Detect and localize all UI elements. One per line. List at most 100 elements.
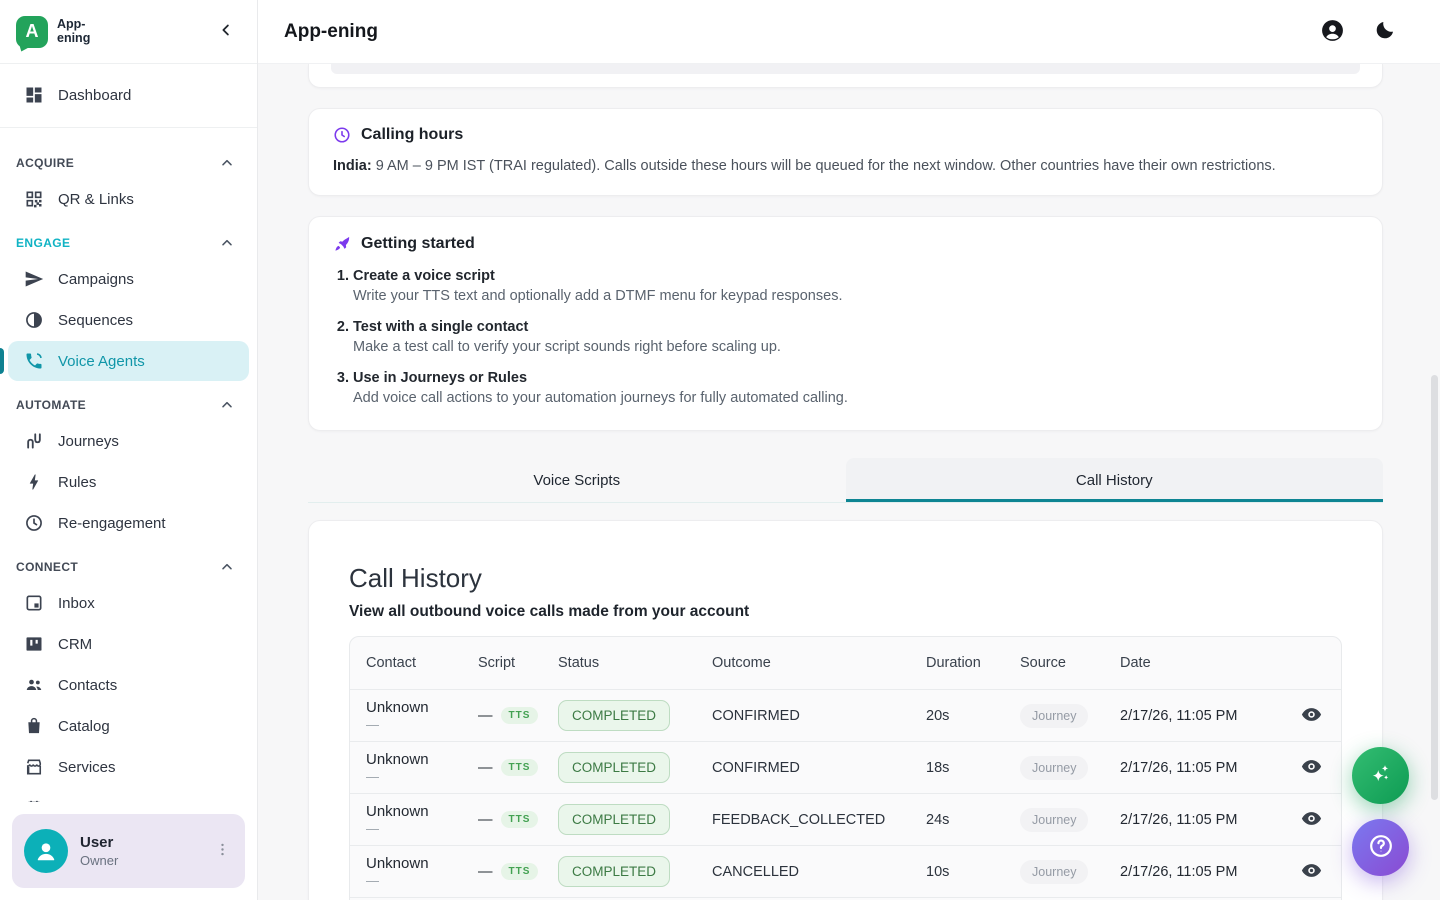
clock-icon bbox=[333, 126, 351, 144]
moon-icon bbox=[1373, 19, 1396, 45]
sidebar-group-engage[interactable]: ENGAGE bbox=[0, 220, 257, 258]
column-header-source: Source bbox=[1020, 655, 1120, 671]
view-call-button[interactable] bbox=[1298, 805, 1325, 835]
call-history-title: Call History bbox=[349, 563, 1342, 594]
sidebar-item-journeys[interactable]: Journeys bbox=[8, 421, 249, 461]
contact-sub: — bbox=[366, 717, 478, 732]
date-cell: 2/17/26, 11:05 PM bbox=[1120, 760, 1280, 776]
sidebar-item-voice-agents[interactable]: Voice Agents bbox=[8, 341, 249, 381]
call-history-subtitle: View all outbound voice calls made from … bbox=[349, 603, 1342, 621]
sidebar-item-crm[interactable]: CRM bbox=[8, 624, 249, 664]
sidebar-item-inbox[interactable]: Inbox bbox=[8, 583, 249, 623]
tab-call-history[interactable]: Call History bbox=[846, 458, 1384, 502]
step-description: Write your TTS text and optionally add a… bbox=[353, 288, 1358, 304]
user-name: User bbox=[80, 834, 118, 851]
tts-badge: TTS bbox=[501, 863, 539, 880]
date-cell: 2/17/26, 11:05 PM bbox=[1120, 708, 1280, 724]
outcome-cell: FEEDBACK_COLLECTED bbox=[712, 812, 926, 828]
sidebar-nav: Dashboard ACQUIRE QR & Links ENGAGE Camp… bbox=[0, 64, 257, 802]
view-call-button[interactable] bbox=[1298, 701, 1325, 731]
status-badge: COMPLETED bbox=[558, 856, 670, 887]
column-header-date: Date bbox=[1120, 655, 1280, 671]
ai-assistant-button[interactable] bbox=[1352, 747, 1409, 804]
tts-badge: TTS bbox=[501, 811, 539, 828]
chevron-left-icon bbox=[217, 21, 235, 42]
outcome-cell: CONFIRMED bbox=[712, 708, 926, 724]
calling-hours-card: Calling hours India: 9 AM – 9 PM IST (TR… bbox=[308, 108, 1383, 196]
sidebar-collapse-button[interactable] bbox=[213, 17, 239, 46]
contact-name: Unknown bbox=[366, 803, 478, 820]
view-call-button[interactable] bbox=[1298, 753, 1325, 783]
sidebar-item-label: Inbox bbox=[58, 595, 95, 612]
script-cell: — TTS bbox=[478, 811, 558, 828]
dark-mode-toggle[interactable] bbox=[1373, 19, 1396, 45]
sidebar-item-contacts[interactable]: Contacts bbox=[8, 665, 249, 705]
help-button[interactable] bbox=[1352, 819, 1409, 876]
getting-started-title: Getting started bbox=[361, 235, 475, 253]
calling-hours-country: India: bbox=[333, 158, 372, 174]
sidebar-group-automate[interactable]: AUTOMATE bbox=[0, 382, 257, 420]
contact-cell: Unknown — bbox=[366, 803, 478, 836]
table-row: Unknown — — TTS COMPLETED CANCELLED 10s … bbox=[350, 845, 1341, 897]
user-info: User Owner bbox=[80, 834, 118, 868]
sidebar-item-appointments[interactable]: Appointments bbox=[8, 788, 249, 802]
column-header-script: Script bbox=[478, 655, 558, 671]
app-logo-text: App- ening bbox=[57, 18, 90, 45]
status-cell: COMPLETED bbox=[558, 856, 712, 887]
calendar-icon bbox=[24, 798, 44, 802]
contact-sub: — bbox=[366, 873, 478, 888]
lightning-icon bbox=[24, 472, 44, 492]
eye-icon bbox=[1300, 755, 1323, 781]
dots-vertical-icon bbox=[214, 841, 231, 861]
send-icon bbox=[24, 269, 44, 289]
duration-cell: 10s bbox=[926, 864, 1020, 880]
duration-cell: 24s bbox=[926, 812, 1020, 828]
contact-cell: Unknown — bbox=[366, 855, 478, 888]
sidebar-group-acquire[interactable]: ACQUIRE bbox=[0, 140, 257, 178]
column-header-duration: Duration bbox=[926, 655, 1020, 671]
sidebar-group-connect[interactable]: CONNECT bbox=[0, 544, 257, 582]
sidebar-item-services[interactable]: Services bbox=[8, 747, 249, 787]
account-circle-icon bbox=[1320, 18, 1345, 46]
scrolled-card-bottom bbox=[308, 64, 1383, 88]
script-cell: — TTS bbox=[478, 759, 558, 776]
sidebar-item-label: Dashboard bbox=[58, 87, 131, 104]
user-role: Owner bbox=[80, 853, 118, 868]
sidebar-item-rules[interactable]: Rules bbox=[8, 462, 249, 502]
user-menu-button[interactable] bbox=[208, 835, 237, 867]
sidebar-header: A App- ening bbox=[0, 0, 257, 64]
journeys-icon bbox=[24, 431, 44, 451]
status-badge: COMPLETED bbox=[558, 700, 670, 731]
actions-cell bbox=[1298, 753, 1325, 783]
app-logo: A App- ening bbox=[16, 16, 90, 48]
sidebar-item-dashboard[interactable]: Dashboard bbox=[8, 75, 249, 115]
step-title: Create a voice script bbox=[353, 268, 1358, 284]
view-call-button[interactable] bbox=[1298, 857, 1325, 887]
top-header: App-ening bbox=[258, 0, 1440, 64]
user-card[interactable]: User Owner bbox=[12, 814, 245, 888]
step-title: Use in Journeys or Rules bbox=[353, 370, 1358, 386]
sidebar-item-label: Contacts bbox=[58, 677, 117, 694]
scrollbar-thumb[interactable] bbox=[1431, 375, 1438, 800]
contact-name: Unknown bbox=[366, 751, 478, 768]
sidebar-item-sequences[interactable]: Sequences bbox=[8, 300, 249, 340]
content-scroll-area: Calling hours India: 9 AM – 9 PM IST (TR… bbox=[258, 64, 1440, 900]
date-cell: 2/17/26, 11:05 PM bbox=[1120, 864, 1280, 880]
actions-cell bbox=[1298, 701, 1325, 731]
status-cell: COMPLETED bbox=[558, 752, 712, 783]
sidebar-item-campaigns[interactable]: Campaigns bbox=[8, 259, 249, 299]
sidebar-item-label: Appointments bbox=[58, 800, 150, 803]
script-value: — bbox=[478, 812, 493, 828]
account-button[interactable] bbox=[1320, 18, 1345, 46]
date-cell: 2/17/26, 11:05 PM bbox=[1120, 812, 1280, 828]
sparkles-icon bbox=[1367, 761, 1394, 791]
sidebar-item-label: Sequences bbox=[58, 312, 133, 329]
sidebar: A App- ening Dashboard ACQUIRE QR & Link… bbox=[0, 0, 258, 900]
status-cell: COMPLETED bbox=[558, 700, 712, 731]
sidebar-item-catalog[interactable]: Catalog bbox=[8, 706, 249, 746]
contact-cell: Unknown — bbox=[366, 751, 478, 784]
sidebar-item-qr-links[interactable]: QR & Links bbox=[8, 179, 249, 219]
getting-started-card: Getting started Create a voice script Wr… bbox=[308, 216, 1383, 431]
tab-voice-scripts[interactable]: Voice Scripts bbox=[308, 458, 846, 502]
sidebar-item-re-engagement[interactable]: Re-engagement bbox=[8, 503, 249, 543]
